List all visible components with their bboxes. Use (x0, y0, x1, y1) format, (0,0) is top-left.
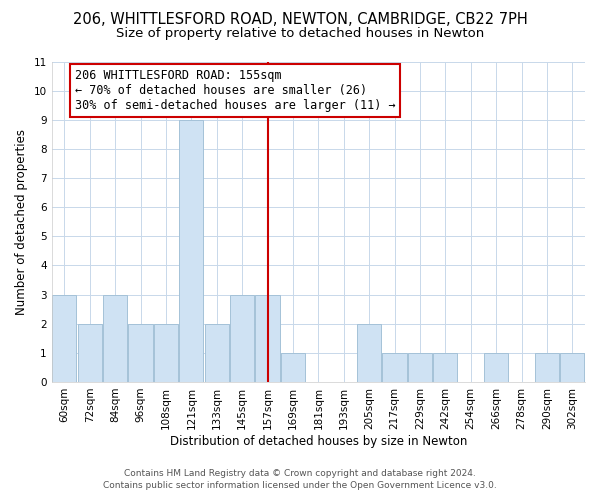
Bar (205, 324, 229, 382)
Bar (128, 324, 152, 382)
Bar (357, 324, 381, 382)
Bar (52, 294, 76, 382)
Bar (77, 324, 102, 382)
Bar (433, 353, 457, 382)
X-axis label: Distribution of detached houses by size in Newton: Distribution of detached houses by size … (170, 434, 467, 448)
Bar (154, 324, 178, 382)
Bar (256, 294, 280, 382)
Bar (560, 353, 584, 382)
Text: Size of property relative to detached houses in Newton: Size of property relative to detached ho… (116, 28, 484, 40)
Bar (408, 353, 432, 382)
Bar (281, 353, 305, 382)
Y-axis label: Number of detached properties: Number of detached properties (15, 128, 28, 314)
Bar (103, 294, 127, 382)
Bar (179, 120, 203, 382)
Text: 206 WHITTLESFORD ROAD: 155sqm
← 70% of detached houses are smaller (26)
30% of s: 206 WHITTLESFORD ROAD: 155sqm ← 70% of d… (74, 69, 395, 112)
Text: 206, WHITTLESFORD ROAD, NEWTON, CAMBRIDGE, CB22 7PH: 206, WHITTLESFORD ROAD, NEWTON, CAMBRIDG… (73, 12, 527, 28)
Bar (382, 353, 407, 382)
Bar (535, 353, 559, 382)
Bar (484, 353, 508, 382)
Bar (230, 294, 254, 382)
Text: Contains HM Land Registry data © Crown copyright and database right 2024.
Contai: Contains HM Land Registry data © Crown c… (103, 468, 497, 490)
